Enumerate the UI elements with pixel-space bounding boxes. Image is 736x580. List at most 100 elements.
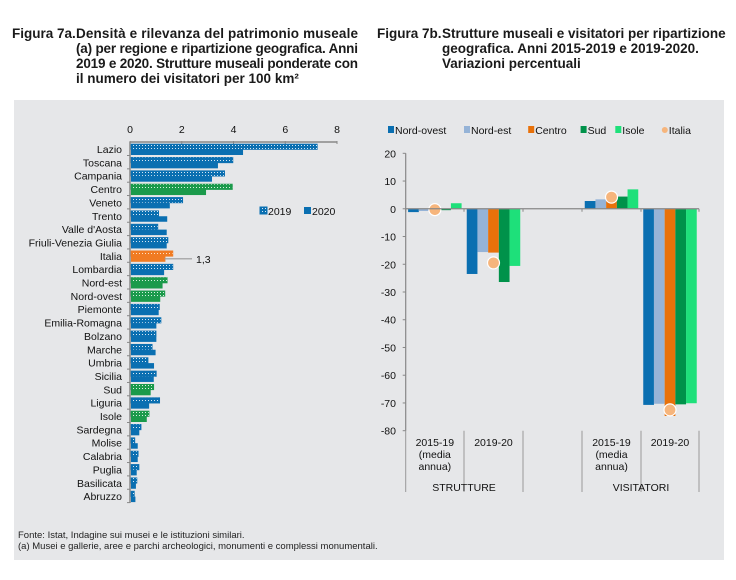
bar-nord-est xyxy=(477,208,489,253)
category-label: Sud xyxy=(103,384,122,396)
bar-2019 xyxy=(130,464,140,471)
annotation-label: 1,3 xyxy=(196,254,211,266)
legend-swatch-sud xyxy=(580,126,587,133)
x-tick-label: 0 xyxy=(127,124,133,136)
y-tick-label: 20 xyxy=(384,148,396,160)
category-label: Friuli-Venezia Giulia xyxy=(29,237,123,249)
bar-2020 xyxy=(131,309,159,316)
bar-2020 xyxy=(131,416,147,422)
bar-sud xyxy=(440,208,451,211)
bar-2020 xyxy=(131,403,150,409)
bar-isole xyxy=(509,208,521,266)
figure-7b-label: Figura 7b. xyxy=(377,26,442,41)
category-label: Piemonte xyxy=(78,304,123,316)
category-label: Abruzzo xyxy=(83,491,122,503)
bar-2019 xyxy=(130,477,138,484)
bar-2019 xyxy=(130,437,136,444)
y-tick-label: 10 xyxy=(384,176,396,188)
bar-2019 xyxy=(130,183,233,190)
category-label: Lazio xyxy=(97,144,122,156)
group-label: 2019-20 xyxy=(474,437,513,449)
legend-marker-italia xyxy=(661,127,668,133)
bar-2020 xyxy=(131,216,168,222)
bar-2019 xyxy=(130,450,139,457)
figure-7b-title-line: Strutture museali e visitatori per ripar… xyxy=(442,26,726,41)
bar-nord-est xyxy=(653,208,665,404)
figure-7a-title-line: (a) per regione e ripartizione geografic… xyxy=(76,41,358,56)
figure-7a-title-line: 2019 e 2020. Strutture museali ponderate… xyxy=(76,56,358,71)
category-label: Toscana xyxy=(83,157,122,169)
figure-7a-label: Figura 7a. xyxy=(12,26,76,41)
bar-2020 xyxy=(131,162,218,169)
y-tick-label: 0 xyxy=(390,204,396,216)
bar-2020 xyxy=(131,283,163,289)
bar-2020 xyxy=(131,456,138,463)
source-note: Fonte: Istat, Indagine sui musei e le is… xyxy=(18,530,245,541)
x-tick-label: 6 xyxy=(282,124,288,136)
bar-2020 xyxy=(131,269,165,276)
category-label: Italia xyxy=(100,251,122,263)
bar-2019 xyxy=(130,210,159,217)
legend-swatch-centro xyxy=(528,126,535,133)
marker-italia xyxy=(486,256,501,270)
bar-2020 xyxy=(131,323,157,329)
bar-nord-est xyxy=(595,199,607,209)
category-group-label: VISITATORI xyxy=(613,482,670,494)
legend-swatch-isole xyxy=(615,126,622,133)
bar-centro xyxy=(664,208,676,416)
bar-2019 xyxy=(130,397,161,404)
y-tick-label: -30 xyxy=(381,287,396,299)
y-tick-label: -40 xyxy=(381,315,396,327)
category-label: Nord-est xyxy=(82,278,122,290)
y-tick-label: -70 xyxy=(381,398,396,410)
bar-nord-ovest xyxy=(408,208,419,213)
bar-2019 xyxy=(130,357,149,364)
category-label: Nord-ovest xyxy=(71,291,122,303)
bar-2020 xyxy=(131,376,154,382)
y-tick-label: -20 xyxy=(381,259,396,271)
y-tick-label: -50 xyxy=(381,342,396,354)
legend-swatch-2019 xyxy=(259,206,268,215)
bar-2020 xyxy=(131,149,244,155)
group-label: 2015-19 xyxy=(416,437,455,449)
category-label: Sicilia xyxy=(95,371,123,383)
x-tick-label: 2 xyxy=(179,124,185,136)
bar-2020 xyxy=(131,483,136,489)
bar-2020 xyxy=(131,443,138,449)
category-label: Marche xyxy=(87,344,122,356)
category-label: Emilia-Romagna xyxy=(44,318,122,330)
bar-sud xyxy=(616,196,628,209)
marker-italia xyxy=(604,190,619,204)
bar-sud xyxy=(498,208,510,283)
chart-7b: 20100-10-20-30-40-50-60-70-802015-19(med… xyxy=(381,125,700,494)
bar-nord-ovest xyxy=(643,208,654,405)
bar-centro xyxy=(606,200,617,209)
bar-2019 xyxy=(130,290,166,297)
category-label: Molise xyxy=(92,438,123,450)
legend-swatch-nord-ovest xyxy=(388,126,394,133)
group-label: 2019-20 xyxy=(651,437,690,449)
category-label: Centro xyxy=(90,184,122,196)
bar-isole xyxy=(686,208,697,404)
category-label: Calabria xyxy=(83,451,122,463)
bar-2020 xyxy=(131,229,167,236)
group-label: (media xyxy=(595,449,627,461)
category-label: Bolzano xyxy=(84,331,122,343)
figure-7b-title-line: Variazioni percentuali xyxy=(442,56,581,71)
bar-centro xyxy=(488,208,499,253)
y-tick-label: -60 xyxy=(381,370,396,382)
marker-italia xyxy=(428,203,442,217)
bar-2020 xyxy=(131,429,140,436)
bar-2019 xyxy=(130,330,157,337)
y-tick-label: -10 xyxy=(381,232,396,244)
source-note: (a) Musei e gallerie, aree e parchi arch… xyxy=(18,541,378,552)
bar-2019 xyxy=(130,263,174,270)
bar-2020 xyxy=(131,363,155,369)
category-label: Lombardia xyxy=(72,264,122,276)
bar-2020 xyxy=(131,296,161,302)
legend-label-2020: 2020 xyxy=(312,206,336,218)
group-label: annua) xyxy=(418,461,451,473)
category-label: Campania xyxy=(74,171,122,183)
